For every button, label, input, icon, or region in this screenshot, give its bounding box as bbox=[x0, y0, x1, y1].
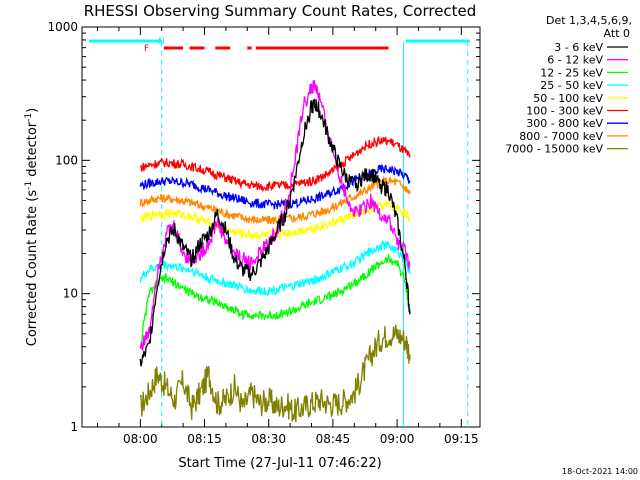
plot-frame bbox=[81, 26, 481, 428]
legend-label: 100 - 300 keV bbox=[526, 105, 603, 118]
series-line-100-300-kev bbox=[139, 136, 411, 193]
legend-label: 7000 - 15000 keV bbox=[505, 143, 603, 156]
series-line-800-7000-kev bbox=[139, 175, 411, 225]
chart-title: RHESSI Observing Summary Count Rates, Co… bbox=[84, 2, 477, 20]
legend-label: 800 - 7000 keV bbox=[519, 130, 603, 143]
status-bars bbox=[88, 39, 470, 50]
series-line-7000-15000-kev bbox=[139, 324, 411, 423]
x-tick-label: 08:15 bbox=[187, 432, 222, 446]
x-tick-label: 09:00 bbox=[380, 432, 415, 446]
y-tick-label: 100 bbox=[55, 153, 78, 167]
series-line-3-6-kev bbox=[139, 98, 411, 367]
data-series bbox=[139, 80, 411, 423]
legend-label: 3 - 6 keV bbox=[554, 41, 603, 54]
legend-label: 12 - 25 keV bbox=[540, 66, 603, 79]
x-axis-label: Start Time (27-Jul-11 07:46:22) bbox=[178, 456, 381, 471]
x-axis: 08:00 08:15 08:30 08:45 09:00 09:15 bbox=[97, 27, 479, 446]
legend-label: 25 - 50 keV bbox=[540, 79, 603, 92]
y-axis-label: Corrected Count Rate (s-1 detector-1) bbox=[24, 108, 40, 346]
legend-label: 50 - 100 keV bbox=[533, 92, 603, 105]
annotation-n: N bbox=[158, 37, 165, 47]
y-tick-label: 10 bbox=[63, 287, 78, 301]
x-tick-label: 08:30 bbox=[251, 432, 286, 446]
legend-label: 300 - 800 keV bbox=[526, 117, 603, 130]
legend-label: 6 - 12 keV bbox=[547, 54, 603, 67]
annotation-f: F bbox=[144, 44, 149, 54]
series-line-25-50-kev bbox=[139, 240, 411, 298]
y-tick-label: 1 bbox=[70, 420, 78, 434]
legend-header-1: Det 1,3,4,5,6,9, bbox=[546, 14, 632, 27]
x-tick-label: 09:15 bbox=[444, 432, 479, 446]
footer-date: 18-Oct-2021 14:00 bbox=[562, 467, 638, 476]
x-tick-label: 08:00 bbox=[123, 432, 158, 446]
y-axis: 1 10 100 1000 bbox=[47, 20, 480, 434]
mode-lines bbox=[161, 42, 469, 427]
series-line-12-25-kev bbox=[139, 252, 411, 349]
y-tick-label: 1000 bbox=[47, 20, 78, 34]
series-line-6-12-kev bbox=[139, 80, 411, 351]
legend-header-2: Att 0 bbox=[604, 27, 630, 40]
x-tick-label: 08:45 bbox=[316, 432, 351, 446]
